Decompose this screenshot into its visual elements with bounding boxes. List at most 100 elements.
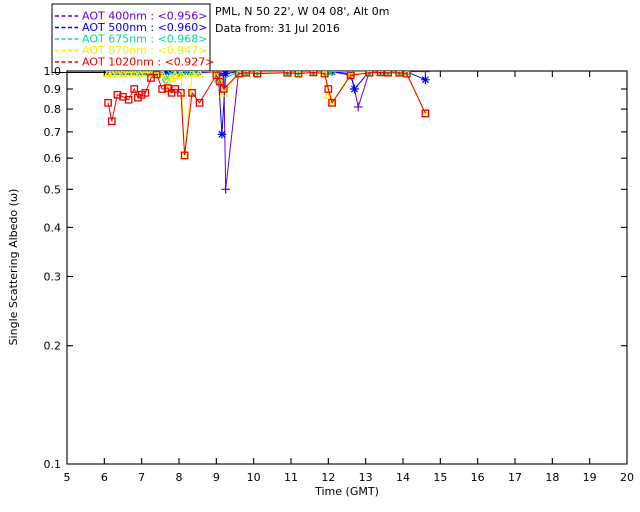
- x-tick-label: 12: [321, 471, 335, 484]
- marker-triangle: [187, 71, 197, 77]
- y-tick-label: 0.7: [44, 126, 62, 139]
- marker-square: [188, 88, 196, 97]
- series-400nm: [105, 71, 430, 194]
- series-line: [108, 71, 426, 156]
- legend-label-870: AOT 870nm : <0.947>: [82, 44, 208, 57]
- x-axis-title: Time (GMT): [314, 485, 379, 498]
- marker-square: [219, 85, 228, 93]
- date-label: Data from: 31 Jul 2016: [215, 22, 340, 35]
- marker-square: [104, 98, 112, 107]
- marker-diamond: [253, 71, 262, 77]
- y-axis-title: Single Scattering Albedo (ω): [7, 189, 20, 346]
- marker-square: [113, 90, 122, 99]
- y-tick-label: 0.9: [44, 83, 62, 96]
- legend-label-500: AOT 500nm : <0.960>: [82, 21, 208, 34]
- marker-square: [283, 71, 292, 77]
- axes: 5 6 7 8 9 10 11 12 13 14 15 16 17 18 19 20 0.1 0.2 0.3 0.4 0…: [44, 65, 635, 484]
- marker-triangle: [112, 71, 123, 77]
- x-tick-label: 19: [583, 471, 597, 484]
- y-tick-label: 1.0: [44, 65, 62, 78]
- marker-diamond: [185, 71, 195, 77]
- y-tick-label: 0.4: [44, 221, 62, 234]
- marker-square: [253, 71, 262, 78]
- legend: AOT 400nm : <0.956>AOT 500nm : <0.960>AO…: [51, 3, 215, 73]
- marker-square: [328, 98, 336, 107]
- series-line: [109, 71, 426, 190]
- x-tick-label: 11: [284, 471, 298, 484]
- plot-frame: [66, 70, 628, 465]
- data-series-group: [103, 71, 431, 194]
- marker-triangle: [123, 71, 134, 77]
- axis-titles: Time (GMT) Single Scattering Albedo (ω): [7, 189, 379, 498]
- y-tick-label: 0.6: [44, 152, 62, 165]
- marker-square: [402, 71, 411, 78]
- marker-triangle: [194, 71, 205, 78]
- x-tick-label: 9: [213, 471, 220, 484]
- series-1020nm: [104, 71, 430, 160]
- marker-triangle: [166, 72, 177, 82]
- marker-triangle: [151, 71, 162, 77]
- marker-square: [234, 71, 243, 78]
- y-tick-label: 0.3: [44, 270, 62, 283]
- plot-area: [103, 71, 431, 194]
- marker-diamond: [178, 71, 188, 77]
- marker-square: [152, 71, 161, 79]
- marker-square: [395, 71, 404, 77]
- x-tick-label: 6: [101, 471, 108, 484]
- legend-label-675: AOT 675nm : <0.968>: [82, 33, 208, 46]
- marker-triangle: [319, 71, 330, 77]
- marker-square: [294, 71, 303, 78]
- y-tick-label: 0.5: [44, 183, 62, 196]
- y-tick-label: 0.2: [44, 340, 62, 353]
- marker-triangle: [346, 71, 356, 78]
- x-tick-label: 18: [545, 471, 559, 484]
- marker-square: [376, 71, 385, 77]
- x-tick-label: 13: [359, 471, 373, 484]
- marker-square: [180, 151, 189, 160]
- marker-square: [324, 85, 333, 93]
- legend-box: [51, 3, 211, 73]
- x-tick-label: 10: [247, 471, 261, 484]
- marker-square: [365, 71, 374, 77]
- marker-diamond: [327, 71, 337, 77]
- marker-square: [158, 85, 167, 93]
- marker-square: [124, 95, 133, 104]
- series-line: [109, 71, 426, 135]
- y-tick-label: 0.1: [44, 458, 62, 471]
- marker-square: [346, 71, 355, 80]
- x-tick-label: 14: [396, 471, 410, 484]
- marker-square: [309, 71, 318, 77]
- marker-diamond: [213, 76, 223, 87]
- marker-asterisk: [350, 85, 358, 93]
- marker-square: [216, 77, 224, 86]
- x-tick-label: 5: [64, 471, 71, 484]
- marker-square: [320, 71, 329, 78]
- marker-square: [107, 117, 116, 126]
- marker-triangle: [129, 71, 139, 77]
- marker-triangle: [118, 71, 128, 77]
- marker-square: [384, 71, 392, 77]
- marker-square: [177, 88, 185, 97]
- x-tick-label: 20: [620, 471, 634, 484]
- marker-triangle: [176, 71, 186, 78]
- x-tick-label: 15: [433, 471, 447, 484]
- marker-triangle: [135, 71, 145, 77]
- x-tick-label: 7: [138, 471, 145, 484]
- marker-diamond: [193, 71, 203, 77]
- marker-asterisk: [421, 76, 429, 84]
- marker-asterisk: [218, 130, 226, 138]
- marker-square: [141, 88, 150, 97]
- marker-square: [421, 109, 430, 118]
- marker-triangle: [140, 71, 151, 77]
- location-label: PML, N 50 22', W 04 08', Alt 0m: [215, 5, 389, 18]
- x-tick-label: 16: [471, 471, 485, 484]
- marker-triangle: [107, 71, 117, 77]
- marker-asterisk: [222, 71, 230, 78]
- legend-label-1020: AOT 1020nm : <0.927>: [82, 56, 215, 69]
- x-tick-label: 8: [176, 471, 183, 484]
- x-tick-label: 17: [508, 471, 522, 484]
- marker-triangle: [170, 71, 180, 80]
- legend-label-400: AOT 400nm : <0.956>: [82, 10, 208, 23]
